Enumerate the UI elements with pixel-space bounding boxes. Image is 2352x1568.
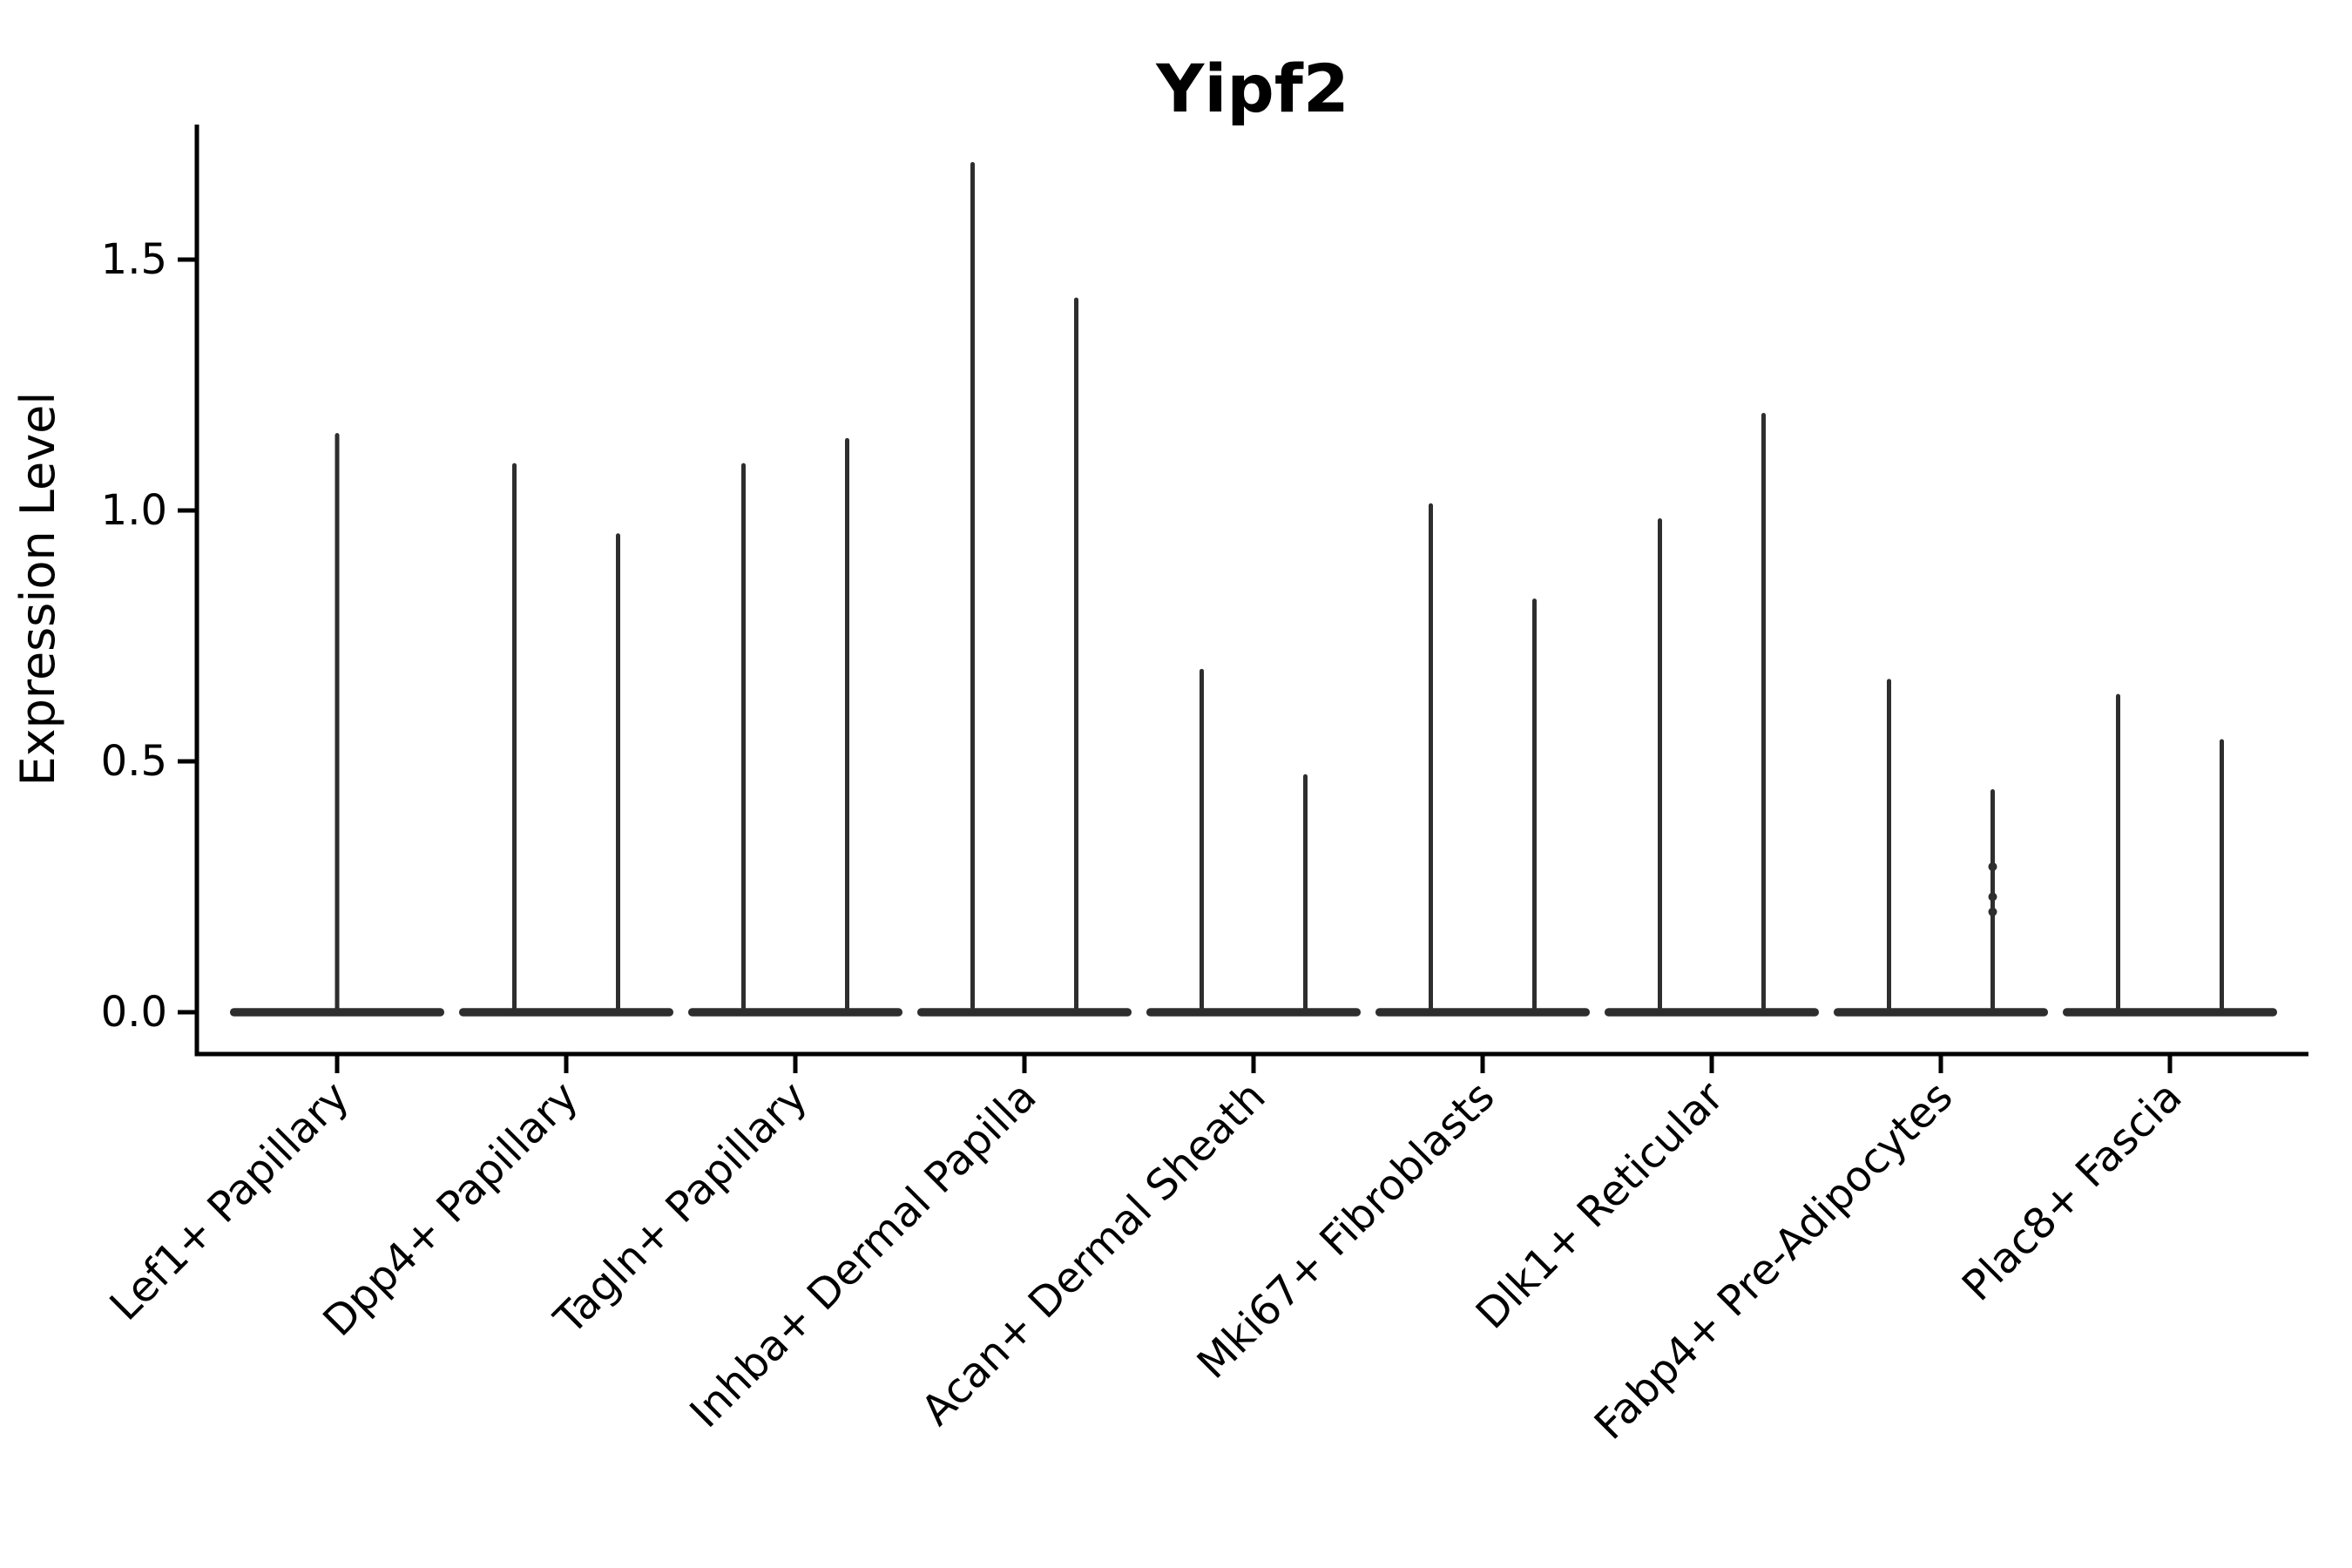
violin-base [688,1008,902,1017]
violin-group [1375,503,1590,1017]
violin-base [1834,1008,2048,1017]
y-axis-ticks: 0.0 0.5 1.0 1.5 [101,235,197,1037]
violin-group [1605,413,1819,1017]
violin-group [459,463,673,1017]
violin-base [2063,1008,2277,1017]
violin-base [917,1008,1132,1017]
x-tick-label: Tagln+ Papillary [544,1072,816,1344]
violin-point [1988,892,1997,902]
violin-group [1834,679,2048,1017]
violin-group [2063,693,2277,1017]
y-axis-label: Expression Level [10,392,65,787]
violin-group [1146,668,1361,1017]
violin-base [1605,1008,1819,1017]
violin-point [1988,862,1997,871]
chart-title: Yipf2 [1155,50,1348,127]
y-tick-label: 0.0 [101,988,167,1037]
violin-group [230,433,444,1017]
y-tick-label: 0.5 [101,737,167,786]
x-tick-label: Dlk1+ Reticular [1467,1072,1734,1339]
violin-group [917,162,1132,1017]
violin-base [1375,1008,1590,1017]
y-tick-label: 1.0 [101,486,167,535]
y-tick-label: 1.5 [101,235,167,284]
violins-layer [230,162,2277,1017]
violin-base [1146,1008,1361,1017]
x-tick-label: Dpp4+ Papillary [314,1072,587,1346]
x-tick-label: Plac8+ Fascia [1953,1072,2192,1311]
x-tick-label: Lef1+ Papillary [101,1072,359,1330]
violin-group [688,437,902,1017]
violin-base [459,1008,673,1017]
violin-point [1988,907,1997,916]
